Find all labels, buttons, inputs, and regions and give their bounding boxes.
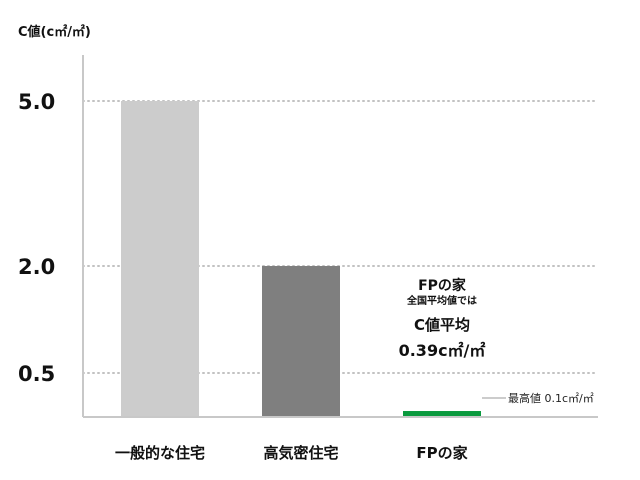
category-label: 高気密住宅 [263,444,338,462]
y-tick-label: 0.5 [18,362,55,386]
annotation-c-average-value: 0.39c㎡/㎡ [399,341,486,360]
bar [262,266,340,417]
annotation-subtitle: 全国平均値では [406,294,477,307]
category-labels: 一般的な住宅 高気密住宅 FPの家 [115,444,468,462]
bar [121,101,199,417]
callout-label: 最高値 0.1c㎡/㎡ [508,391,594,405]
annotation-c-average-label: C値平均 [414,316,470,334]
bars [121,101,481,417]
category-label: 一般的な住宅 [115,444,205,462]
annotation-title: FPの家 [418,277,467,294]
y-tick-label: 2.0 [18,255,55,279]
category-label: FPの家 [416,444,467,462]
y-axis-label: C値(c㎡/㎡) [18,24,91,40]
y-tick-labels: 5.0 2.0 0.5 [18,90,55,386]
bar [403,411,481,417]
y-tick-label: 5.0 [18,90,55,114]
fp-annotation: FPの家 全国平均値では C値平均 0.39c㎡/㎡ [399,277,486,360]
